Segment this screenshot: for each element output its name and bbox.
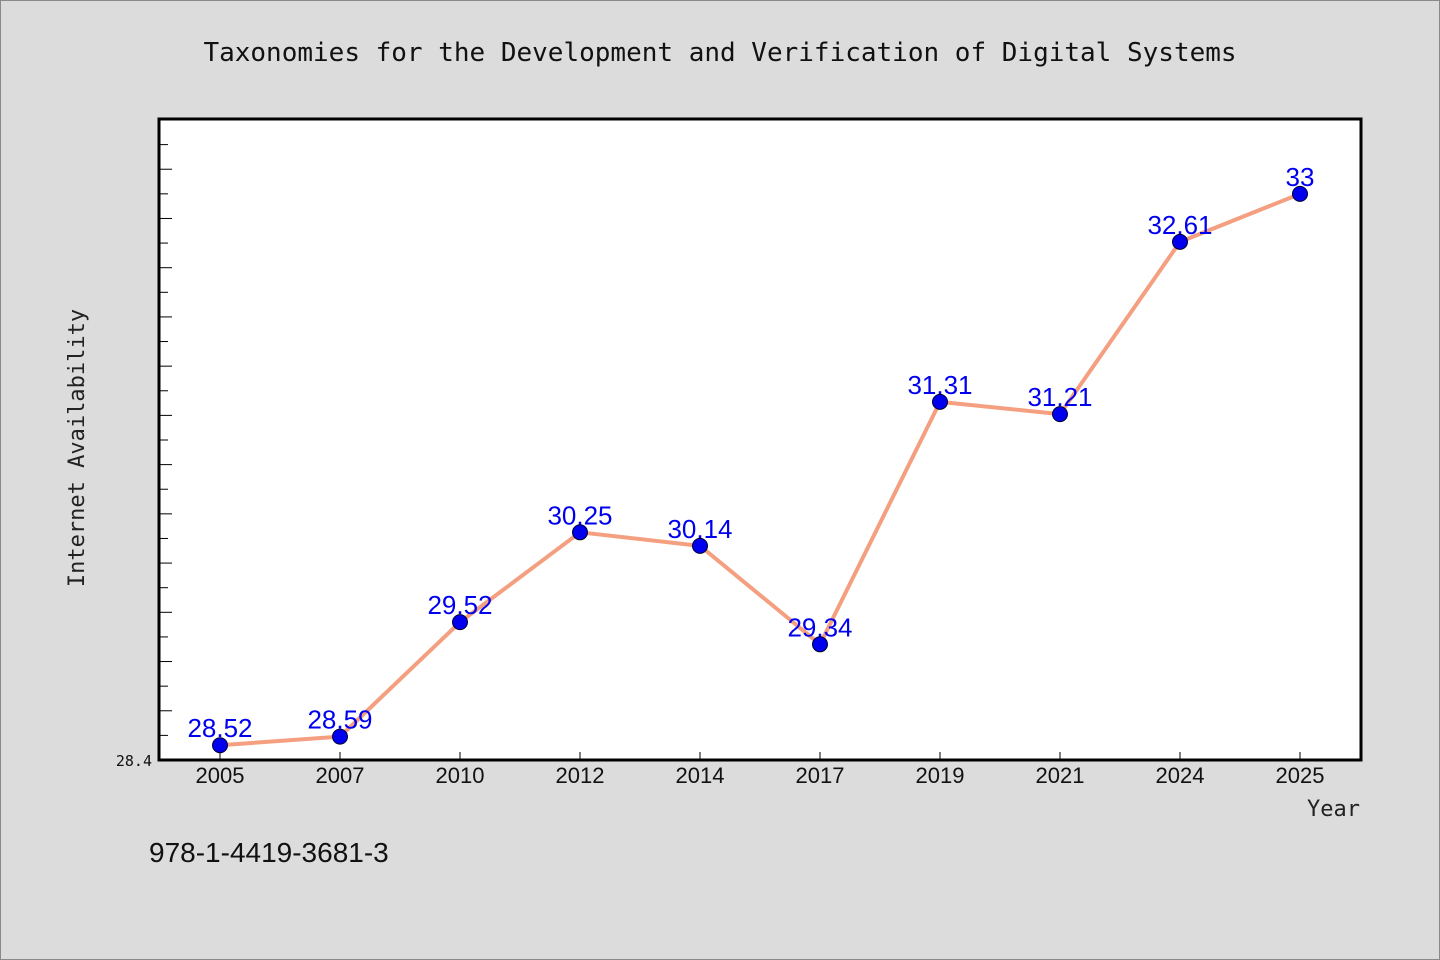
x-tick-label: 2024 [1156,763,1205,788]
x-tick-label: 2017 [796,763,845,788]
data-point [692,537,708,554]
series-group: 28.52 28.59 29.52 30.25 30.14 29.34 31.31 31.21… [187,162,1315,754]
x-tick-label: 2025 [1276,763,1325,788]
data-label: 30.25 [547,500,612,530]
data-point [332,728,348,745]
data-point [452,614,468,631]
data-label: 33 [1286,162,1315,192]
x-axis-label: Year [1307,797,1360,822]
data-label: 31.31 [907,370,972,400]
y-axis-ticks [160,144,172,736]
data-label: 32.61 [1147,210,1212,240]
series-line [219,191,1301,748]
data-point [212,737,228,754]
chart-title: Taxonomies for the Development and Verif… [203,38,1236,68]
x-tick-label: 2021 [1036,763,1085,788]
data-label: 28.52 [187,713,252,743]
data-label: 30.14 [667,514,732,544]
plot-area [157,117,1363,762]
data-label: 28.59 [307,705,372,735]
x-tick-label: 2014 [676,763,725,788]
isbn-text: 978-1-4419-3681-3 [149,837,389,868]
data-point [572,524,588,541]
x-tick-label: 2012 [556,763,605,788]
x-axis-ticks: 2005 2007 2010 2012 2014 2017 2019 2021 2024 2025 [196,752,1325,788]
data-label: 31.21 [1027,382,1092,412]
data-label: 29.34 [787,612,852,642]
data-point [1052,406,1068,423]
y-axis-min-label: 28.4 [116,752,152,770]
data-point [812,636,828,653]
y-axis-label: Internet Availability [65,309,90,587]
x-tick-label: 2019 [916,763,965,788]
data-point [932,393,948,410]
x-tick-label: 2007 [316,763,365,788]
data-point [1292,185,1308,202]
data-label: 29.52 [427,590,492,620]
x-tick-label: 2010 [436,763,485,788]
x-tick-label: 2005 [196,763,245,788]
data-point [1172,233,1188,250]
